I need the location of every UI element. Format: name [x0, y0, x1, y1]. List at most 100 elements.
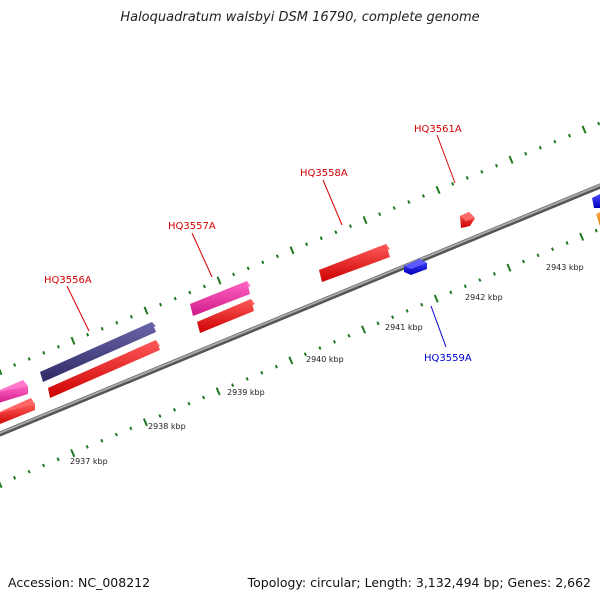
tick-lower-22: [318, 346, 322, 350]
gene-feature-red-3[interactable]: [197, 299, 255, 333]
tick-lower-20: [288, 356, 294, 365]
gene-feature-hq3558a[interactable]: [319, 244, 390, 282]
gene-feature-hq3556a[interactable]: [40, 322, 156, 382]
tick-upper-26: [378, 212, 382, 216]
tick-upper-36: [524, 151, 528, 156]
tick-lower-28: [405, 309, 409, 313]
tick-lower-5: [70, 449, 76, 458]
tick-upper-3: [42, 351, 46, 355]
tick-upper-34: [494, 163, 499, 168]
gene-label-hq3556a[interactable]: HQ3556A: [44, 275, 92, 286]
scale-label-2938: 2938 kbp: [148, 422, 186, 431]
map-title: Haloquadratum walsbyi DSM 16790, complet…: [120, 10, 480, 25]
tick-upper-17: [246, 266, 250, 271]
tick-lower-36: [521, 259, 526, 264]
tick-lower-12: [172, 408, 177, 412]
tick-upper-15: [216, 276, 222, 285]
tick-lower-32: [463, 284, 467, 289]
tick-lower-31: [449, 290, 453, 295]
tick-lower-14: [202, 395, 206, 400]
tick-upper-10: [143, 306, 149, 315]
tick-upper-13: [188, 290, 192, 295]
genome-summary-text: Topology: circular; Length: 3,132,494 bp…: [247, 575, 591, 590]
tick-lower-40: [579, 232, 585, 241]
tick-upper-25: [362, 216, 368, 225]
tick-lower-16: [231, 383, 235, 387]
tick-lower-37: [536, 253, 540, 258]
tick-lower-3: [42, 463, 46, 468]
scale-label-2937: 2937 kbp: [70, 457, 108, 466]
tick-lower-19: [274, 364, 278, 369]
gene-feature-edge-blue[interactable]: [592, 194, 600, 208]
tick-upper-40: [581, 125, 587, 134]
tick-lower-11: [158, 414, 162, 418]
tick-upper-19: [275, 254, 279, 259]
tick-upper-32: [465, 175, 469, 180]
tick-lower-25: [361, 325, 367, 334]
gene-label-hq3557a[interactable]: HQ3557A: [168, 221, 216, 232]
tick-upper-1: [13, 363, 17, 367]
gene-feature-hq3559a[interactable]: [404, 259, 427, 275]
scale-label-2939: 2939 kbp: [227, 388, 265, 397]
tick-lower-17: [245, 377, 249, 381]
tick-upper-14: [202, 284, 206, 289]
tick-lower-2: [27, 469, 31, 474]
tick-upper-38: [553, 139, 557, 144]
tick-lower-7: [100, 438, 104, 443]
gene-feature-hq3557a[interactable]: [190, 281, 251, 316]
genome-backbone: [0, 183, 600, 437]
tick-upper-2: [27, 357, 31, 361]
tick-upper-4: [56, 345, 60, 349]
tick-lower-18: [260, 370, 264, 375]
tick-lower-13: [187, 401, 191, 406]
tick-lower-41: [594, 228, 598, 233]
tick-lower-24: [347, 333, 351, 338]
callout-lines: [66, 134, 456, 348]
tick-upper-20: [289, 246, 295, 255]
tick-upper-30: [435, 185, 441, 194]
tick-upper-16: [232, 272, 236, 277]
tick-upper-18: [261, 260, 265, 265]
tick-lower-0: [0, 481, 3, 489]
tick-lower-23: [332, 339, 337, 344]
tick-upper-7: [100, 326, 104, 331]
tick-upper-33: [480, 169, 484, 174]
tick-upper-6: [86, 332, 90, 337]
tick-upper-0: [0, 368, 3, 376]
tick-upper-5: [70, 336, 76, 345]
tick-upper-28: [407, 200, 411, 204]
tick-lower-33: [478, 278, 482, 282]
gene-label-hq3559a[interactable]: HQ3559A: [424, 353, 472, 364]
tick-lower-39: [565, 241, 569, 245]
gene-feature-pink-left[interactable]: [0, 380, 28, 404]
scale-label-2943: 2943 kbp: [546, 263, 584, 272]
gene-feature-red-2[interactable]: [48, 340, 160, 398]
gene-feature-hq3561a[interactable]: [460, 212, 475, 228]
gene-label-hq3561a[interactable]: HQ3561A: [414, 124, 462, 135]
tick-lower-34: [492, 272, 496, 276]
tick-upper-12: [173, 296, 177, 301]
gene-label-hq3558a[interactable]: HQ3558A: [300, 168, 348, 179]
gene-feature-red-left[interactable]: [0, 398, 35, 426]
tick-lower-6: [85, 445, 89, 449]
tick-lower-15: [215, 387, 221, 396]
tick-upper-21: [305, 242, 309, 247]
tick-track-lower: [0, 228, 598, 489]
tick-lower-10: [142, 418, 148, 427]
gene-feature-edge-orange[interactable]: [596, 212, 600, 226]
tick-lower-1: [12, 475, 17, 480]
tick-lower-29: [420, 302, 424, 307]
tick-upper-37: [538, 145, 542, 150]
tick-lower-27: [391, 315, 395, 319]
tick-upper-8: [115, 320, 119, 325]
tick-lower-4: [56, 457, 60, 462]
tick-upper-24: [348, 224, 353, 229]
tick-track-upper: [0, 121, 600, 376]
tick-upper-39: [567, 133, 572, 138]
accession-text: Accession: NC_008212: [8, 575, 151, 590]
tick-upper-11: [159, 302, 163, 307]
tick-lower-35: [506, 263, 512, 272]
scale-label-2942: 2942 kbp: [465, 293, 503, 302]
